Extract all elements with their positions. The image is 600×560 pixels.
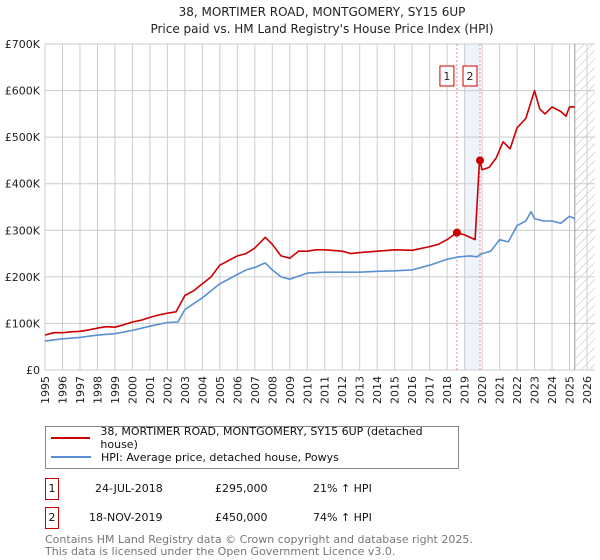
- legend-item-hpi: HPI: Average price, detached house, Powy…: [51, 449, 339, 465]
- sale-label-box: [439, 65, 455, 87]
- x-tick-label: 2005: [214, 376, 227, 404]
- transaction-badge: 1: [45, 478, 59, 500]
- legend-swatch-blue: [51, 456, 91, 458]
- chart-title: 38, MORTIMER ROAD, MONTGOMERY, SY15 6UP: [179, 5, 466, 19]
- x-tick-label: 2015: [389, 376, 402, 404]
- sale-period-band: [464, 44, 480, 370]
- hpi-line: [44, 210, 576, 342]
- x-tick-label: 1997: [74, 376, 87, 404]
- transaction-hpi: 21% ↑ HPI: [313, 482, 372, 495]
- y-tick-label: £700K: [5, 38, 41, 51]
- transaction-date: 24-JUL-2018: [95, 482, 163, 495]
- x-tick-label: 2004: [196, 376, 209, 404]
- x-tick-label: 1998: [91, 376, 104, 404]
- x-tick-label: 2023: [529, 376, 542, 404]
- x-tick-label: 2016: [406, 376, 419, 404]
- x-tick-label: 2011: [319, 376, 332, 404]
- sale-label: 2: [466, 70, 473, 83]
- x-tick-label: 2007: [249, 376, 262, 404]
- x-tick-label: 2006: [231, 376, 244, 404]
- x-tick-label: 2019: [459, 376, 472, 404]
- x-tick-label: 2008: [266, 376, 279, 404]
- legend-label: 38, MORTIMER ROAD, MONTGOMERY, SY15 6UP …: [100, 425, 423, 451]
- x-tick-label: 2017: [424, 376, 437, 404]
- legend-item-property: 38, MORTIMER ROAD, MONTGOMERY, SY15 6UP …: [51, 425, 458, 451]
- x-tick-label: 2020: [476, 376, 489, 404]
- legend-label: HPI: Average price, detached house, Powy…: [101, 450, 339, 464]
- y-tick-label: £200K: [5, 271, 41, 284]
- y-tick-label: £500K: [5, 131, 41, 144]
- transaction-price: £295,000: [215, 482, 268, 495]
- x-tick-label: 2022: [511, 376, 524, 404]
- x-tick-label: 2010: [301, 376, 314, 404]
- x-tick-label: 2024: [546, 376, 559, 404]
- y-tick-label: £400K: [5, 178, 41, 191]
- x-tick-label: 2018: [441, 376, 454, 404]
- legend-swatch-red: [51, 437, 91, 439]
- property-price-line: [44, 89, 575, 336]
- x-tick-label: 2025: [564, 376, 577, 404]
- price-chart: 38, MORTIMER ROAD, MONTGOMERY, SY15 6UP …: [5, 5, 595, 404]
- transaction-price: £450,000: [215, 511, 268, 524]
- sale-label: 1: [443, 70, 450, 83]
- x-tick-label: 1995: [39, 376, 52, 404]
- forecast-hatch: [574, 44, 595, 370]
- x-tick-label: 2013: [354, 376, 367, 404]
- x-tick-label: 2021: [494, 376, 507, 404]
- transaction-date: 18-NOV-2019: [89, 511, 163, 524]
- footer: Contains HM Land Registry data © Crown c…: [45, 534, 473, 558]
- x-tick-label: 2012: [336, 376, 349, 404]
- chart-subtitle: Price paid vs. HM Land Registry's House …: [150, 22, 493, 36]
- y-tick-label: £100K: [5, 317, 41, 330]
- sale-label-box: [462, 65, 478, 87]
- sale-point: [475, 156, 484, 165]
- sale-point: [452, 228, 461, 237]
- x-tick-label: 2026: [581, 376, 594, 404]
- y-tick-label: £600K: [5, 85, 41, 98]
- transaction-hpi: 74% ↑ HPI: [313, 511, 372, 524]
- legend: 38, MORTIMER ROAD, MONTGOMERY, SY15 6UP …: [45, 425, 459, 469]
- x-tick-label: 2002: [161, 376, 174, 404]
- x-tick-label: 2003: [179, 376, 192, 404]
- footer-line: Contains HM Land Registry data © Crown c…: [45, 533, 473, 546]
- x-tick-label: 1996: [56, 376, 69, 404]
- transaction-badge: 2: [45, 507, 59, 529]
- x-tick-label: 2001: [144, 376, 157, 404]
- x-tick-label: 2014: [371, 376, 384, 404]
- x-tick-label: 2000: [126, 376, 139, 404]
- y-tick-label: £300K: [5, 224, 41, 237]
- x-tick-label: 1999: [109, 376, 122, 404]
- x-tick-label: 2009: [284, 376, 297, 404]
- footer-line: This data is licensed under the Open Gov…: [45, 545, 396, 558]
- y-tick-label: £0: [26, 364, 40, 377]
